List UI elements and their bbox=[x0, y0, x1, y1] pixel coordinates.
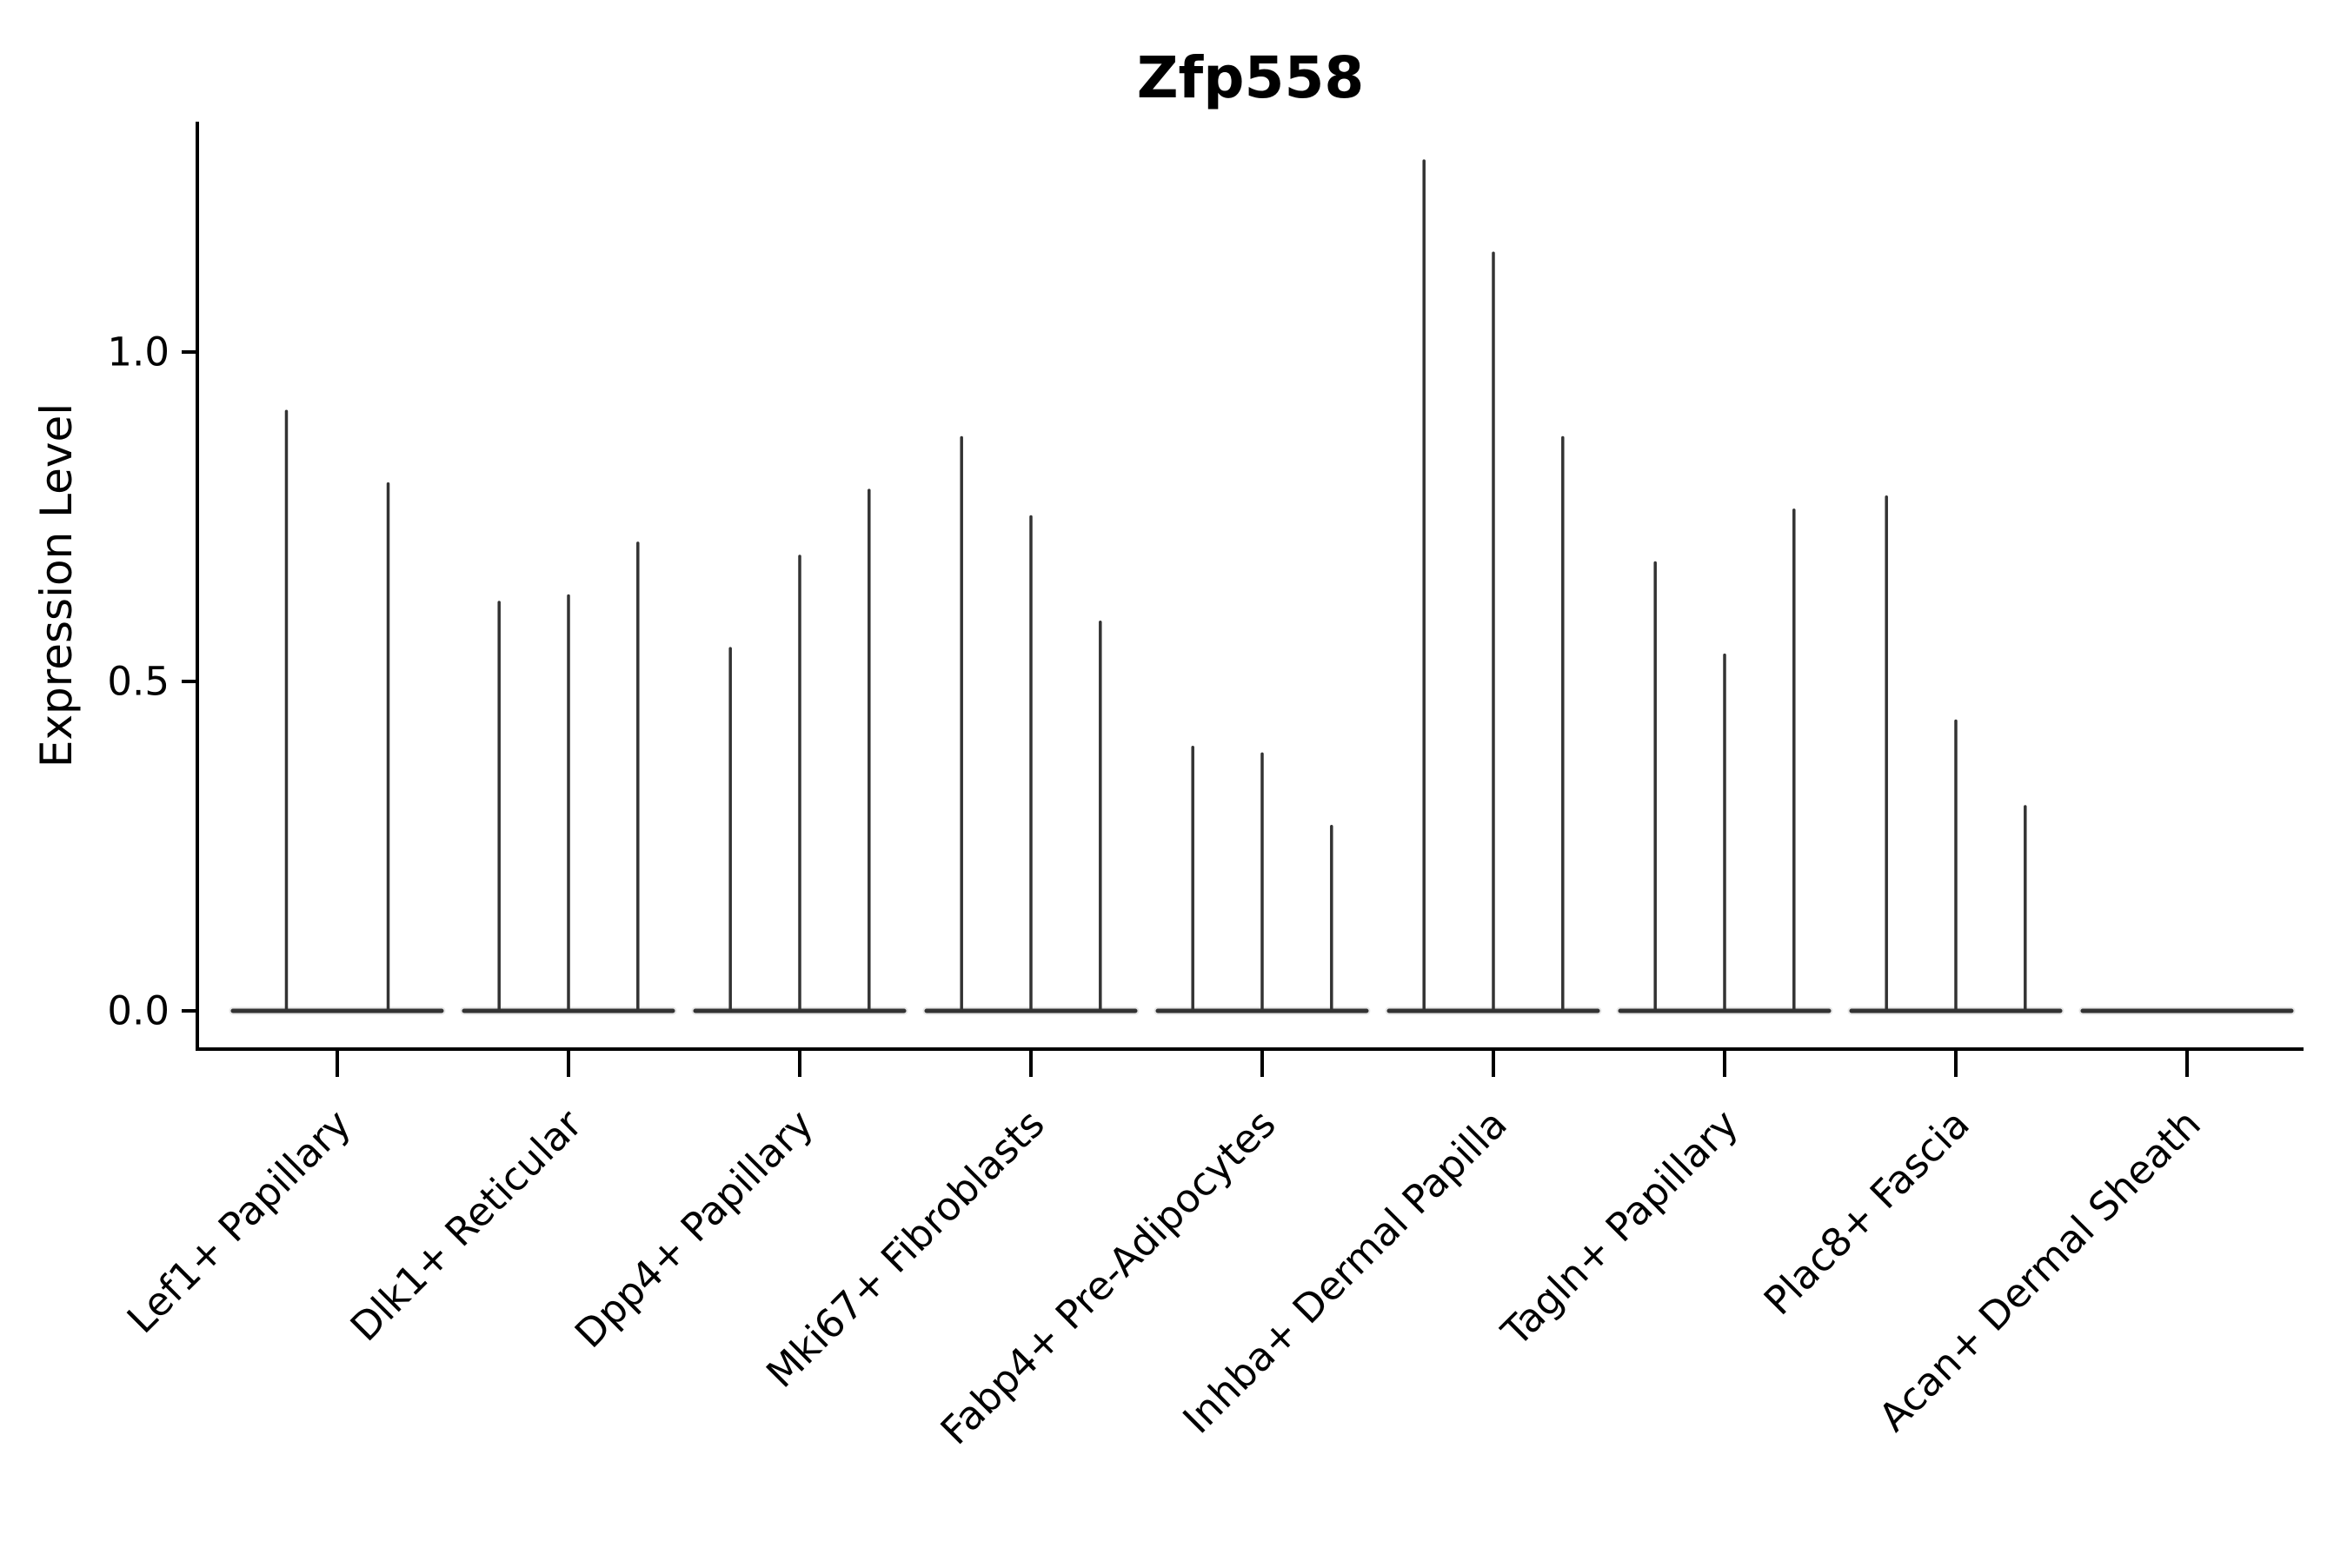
plot-title: Zfp558 bbox=[1137, 44, 1365, 111]
x-tick-label: Plac8+ Fascia bbox=[1755, 1100, 1978, 1324]
y-tick-label: 0.0 bbox=[107, 988, 170, 1034]
x-tick-label: Tagln+ Papillary bbox=[1493, 1100, 1747, 1355]
y-tick-label: 1.0 bbox=[107, 329, 170, 375]
x-tick-label: Dlk1+ Reticular bbox=[342, 1100, 591, 1350]
y-tick-label: 0.5 bbox=[107, 659, 170, 705]
x-tick-label: Dpp4+ Papillary bbox=[566, 1100, 822, 1357]
x-tick-label: Lef1+ Papillary bbox=[118, 1100, 360, 1342]
y-axis-label: Expression Level bbox=[31, 403, 82, 767]
